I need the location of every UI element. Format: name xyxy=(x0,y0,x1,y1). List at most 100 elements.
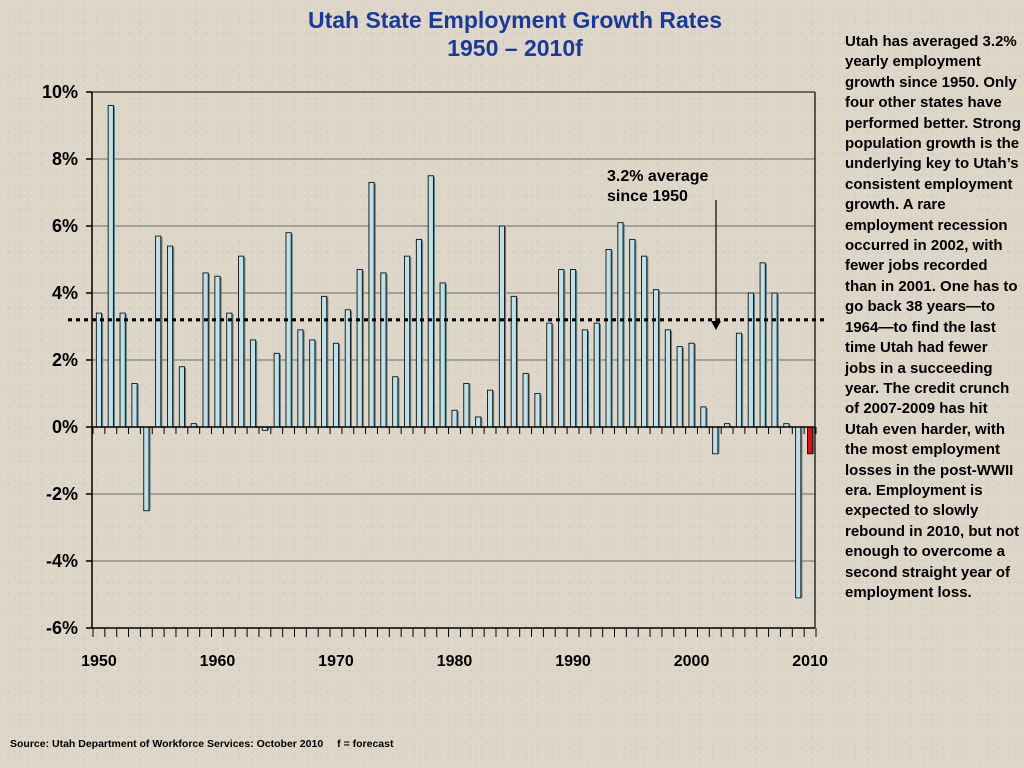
chart-title: Utah State Employment Growth Rates 1950 … xyxy=(180,6,850,62)
bar-1973 xyxy=(368,181,376,428)
y-tick-label: 6% xyxy=(52,216,78,236)
gridlines xyxy=(92,158,815,562)
bar-face xyxy=(735,332,743,428)
x-tick-label: 2000 xyxy=(674,653,710,670)
x-tick-label: 1970 xyxy=(318,653,354,670)
y-tick-label: 2% xyxy=(52,350,78,370)
bar-1985 xyxy=(510,295,518,428)
bar-side xyxy=(753,294,756,428)
bar-face xyxy=(356,269,363,428)
bar-face xyxy=(771,292,778,428)
bar-1980 xyxy=(451,409,459,428)
bar-1992 xyxy=(593,322,601,428)
bar-side xyxy=(623,223,625,428)
bar-side xyxy=(255,340,258,428)
bar-side xyxy=(326,297,329,428)
bar-side xyxy=(706,407,708,428)
bar-face xyxy=(143,426,150,512)
bar-2006 xyxy=(759,262,767,428)
bar-1996 xyxy=(641,255,649,428)
bar-1990 xyxy=(569,269,578,428)
bar-1965 xyxy=(273,352,281,428)
bar-face xyxy=(807,426,814,455)
bar-1986 xyxy=(522,372,530,428)
bar-face xyxy=(641,255,648,428)
bar-1972 xyxy=(356,269,364,428)
bar-1961 xyxy=(226,312,234,428)
x-tick-label: 1990 xyxy=(555,653,591,670)
bar-face xyxy=(166,245,174,428)
y-tick-label: -2% xyxy=(46,484,78,504)
bar-face xyxy=(368,181,375,428)
source-note: Source: Utah Department of Workforce Ser… xyxy=(10,738,393,750)
bar-side xyxy=(314,340,317,428)
bar-face xyxy=(214,275,221,428)
bar-2010 xyxy=(807,426,815,455)
y-tick-label: 8% xyxy=(52,149,78,169)
bar-face xyxy=(664,329,671,428)
bar-side xyxy=(267,427,270,431)
bar-side xyxy=(279,354,281,428)
bar-side xyxy=(457,411,459,428)
bar-2000 xyxy=(688,342,696,428)
bar-face xyxy=(593,322,600,428)
bar-side xyxy=(694,344,696,428)
bar-face xyxy=(273,352,280,428)
y-tick-label: -4% xyxy=(46,551,78,571)
bar-side xyxy=(634,240,637,428)
bar-2004 xyxy=(735,332,744,428)
bar-2001 xyxy=(700,406,708,428)
bar-face xyxy=(404,255,411,428)
bar-side xyxy=(231,314,234,428)
average-annotation: 3.2% average since 1950 xyxy=(607,168,721,330)
bar-face xyxy=(546,322,553,428)
bar-2009 xyxy=(795,426,803,599)
bar-face xyxy=(119,312,126,428)
bar-side xyxy=(599,324,601,428)
bar-1995 xyxy=(629,238,637,428)
bar-1963 xyxy=(249,339,258,428)
bar-face xyxy=(297,329,304,428)
average-arrowhead xyxy=(711,321,721,330)
bar-face xyxy=(344,309,351,428)
bar-1994 xyxy=(617,222,625,428)
bar-side xyxy=(717,427,720,454)
bar-side xyxy=(291,233,293,428)
x-tick-label: 1950 xyxy=(81,653,117,670)
bar-1956 xyxy=(166,245,175,428)
bar-face xyxy=(487,389,494,428)
bar-face xyxy=(676,346,683,428)
bar-1983 xyxy=(487,389,495,428)
bar-face xyxy=(309,339,316,428)
bar-face xyxy=(131,383,138,428)
bar-face xyxy=(747,292,754,428)
bar-1957 xyxy=(178,366,187,428)
bar-face xyxy=(439,282,446,428)
bar-side xyxy=(172,247,175,428)
x-axis-ticks: 1950 1960 1970 1980 1990 2000 2010 xyxy=(81,653,828,670)
forecast-note: f = forecast xyxy=(337,738,394,750)
bar-side xyxy=(765,263,767,428)
bar-face xyxy=(569,269,577,428)
bar-face xyxy=(95,312,102,428)
bar-1955 xyxy=(155,235,163,428)
axes xyxy=(91,91,817,637)
bar-face xyxy=(617,222,624,428)
bar-side xyxy=(587,330,590,428)
bar-1966 xyxy=(285,232,293,428)
bar-face xyxy=(534,393,541,428)
bar-side xyxy=(303,330,305,428)
bar-face xyxy=(285,232,292,428)
y-tick-label: 0% xyxy=(52,417,78,437)
bar-1962 xyxy=(238,255,246,428)
bar-1960 xyxy=(214,275,222,428)
bar-side xyxy=(528,374,530,428)
bar-side xyxy=(125,314,127,428)
bar-1954 xyxy=(143,426,151,512)
bar-face xyxy=(700,406,707,428)
bar-1969 xyxy=(321,295,329,428)
bar-side xyxy=(611,250,613,428)
sidebar-text: Utah has averaged 3.2% yearly employment… xyxy=(845,33,1021,601)
bar-face xyxy=(498,225,505,428)
bar-1951 xyxy=(107,104,115,429)
